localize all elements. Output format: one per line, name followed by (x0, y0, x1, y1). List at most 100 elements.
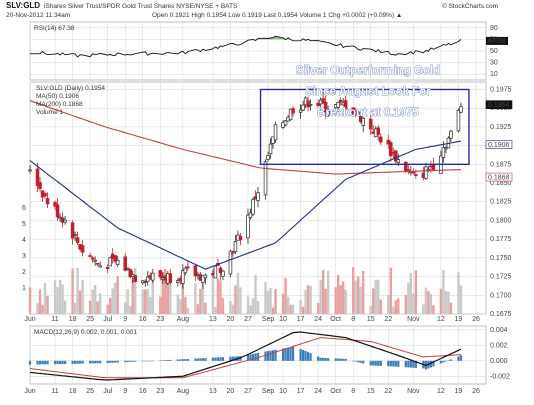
volume-bar (321, 269, 325, 314)
candle-body (88, 255, 92, 257)
candle-body (298, 109, 303, 113)
macd-tick: 0.000 (490, 358, 508, 365)
volume-bar (88, 300, 92, 314)
annotation-line-3: Breakout at 0.1975 (317, 107, 419, 119)
x-tick-top: Aug (177, 316, 190, 323)
volume-bar (214, 306, 217, 314)
volume-bar (96, 301, 99, 314)
volume-bar (41, 304, 44, 314)
x-tick-bottom: 17 (297, 388, 305, 395)
candle-body (53, 201, 57, 207)
x-tick-bottom: 23 (156, 388, 164, 395)
x-tick-bottom: Oct (330, 388, 341, 395)
x-tick-top: 15 (367, 316, 375, 323)
macd-histogram-bar (324, 357, 327, 361)
price-tick: 0.1725 (490, 274, 512, 281)
macd-histogram-bar (239, 356, 242, 361)
quote-label: Open 0.1921 High 0.1954 Low 0.1919 Last … (152, 12, 402, 19)
macd-histogram-bar (91, 360, 94, 364)
volume-bar (194, 283, 197, 314)
volume-bar (269, 287, 272, 314)
volume-bar (392, 306, 395, 314)
volume-bar (449, 302, 453, 314)
volume-bar (379, 299, 382, 314)
rsi-label: RSI(14) 67.38 (34, 25, 75, 32)
volume-bar (58, 279, 62, 314)
x-tick-top: Sep (262, 316, 275, 323)
volume-bar (251, 298, 255, 314)
macd-histogram-bar (231, 356, 235, 361)
macd-histogram-bar (264, 351, 267, 361)
volume-bar (387, 294, 390, 314)
candle-body (459, 106, 463, 113)
macd-histogram-bar (394, 360, 397, 367)
x-tick-top: Oct (330, 316, 341, 323)
volume-bar (221, 298, 225, 314)
candle-body (414, 174, 418, 176)
macd-histogram-bar (352, 360, 355, 362)
candle-body (338, 99, 343, 103)
candle-body (123, 256, 127, 271)
price-tick: 0.1875 (490, 161, 512, 168)
macd-histogram-bar (116, 360, 119, 363)
candle-body (306, 100, 310, 108)
candle-body (456, 110, 461, 132)
candle-body (168, 273, 173, 283)
candle-body (125, 267, 130, 270)
macd-histogram-bar (339, 358, 342, 361)
volume-bar (28, 287, 32, 314)
macd-histogram-bar (106, 360, 109, 363)
candle-body (238, 236, 243, 241)
annotation-line-2: Since August Look For (305, 86, 431, 98)
x-tick-top: 11 (51, 316, 58, 323)
volume-bar (169, 284, 172, 314)
candle-body (176, 280, 180, 283)
rsi-badge-box (486, 36, 508, 45)
volume-bar (111, 288, 114, 314)
volume-bar (369, 305, 372, 314)
volume-bar (442, 270, 445, 314)
candle-body (43, 193, 47, 197)
volume-bar (271, 307, 275, 314)
candle-body (193, 265, 198, 277)
candle-body (105, 266, 110, 270)
macd-histogram-bar (444, 360, 448, 362)
volume-bar (444, 290, 448, 314)
volume-bar (427, 291, 430, 314)
candle-body (98, 265, 102, 268)
macd-histogram-bar (414, 360, 417, 368)
volume-bar (129, 305, 132, 314)
candle-body (368, 118, 373, 130)
macd-histogram-bar (447, 360, 450, 361)
macd-histogram-bar (146, 360, 149, 362)
macd-histogram-bar (301, 349, 305, 361)
candle-body (444, 147, 448, 150)
price-tick: 0.1775 (490, 236, 512, 243)
macd-histogram-bar (114, 360, 117, 363)
x-tick-bottom: 26 (472, 388, 480, 395)
x-tick-top: 19 (455, 316, 463, 323)
candle-body (70, 222, 75, 239)
x-tick-top: Nov (407, 316, 420, 323)
volume-bar (254, 274, 257, 314)
volume-bar (429, 294, 433, 314)
candle-body (73, 234, 77, 236)
candle-body (28, 169, 32, 172)
macd-histogram-bar (337, 358, 340, 361)
candle-body (181, 270, 185, 284)
price-tick: 0.1675 (490, 311, 512, 318)
macd-histogram-bar (344, 358, 347, 361)
volume-bar (126, 289, 129, 314)
volume-bar (176, 294, 180, 314)
macd-tick: 0.002 (490, 342, 508, 349)
price-tick: 0.1800 (490, 217, 512, 224)
macd-histogram-bar (281, 348, 285, 361)
macd-histogram-bar (201, 358, 204, 361)
rsi-tick: 70 (490, 36, 498, 43)
candle-body (361, 117, 365, 126)
macd-histogram-bar (221, 357, 225, 361)
volume-bar (301, 306, 305, 314)
ma200-line (29, 100, 461, 175)
volume-bar (409, 273, 413, 314)
volume-bar (246, 296, 250, 314)
